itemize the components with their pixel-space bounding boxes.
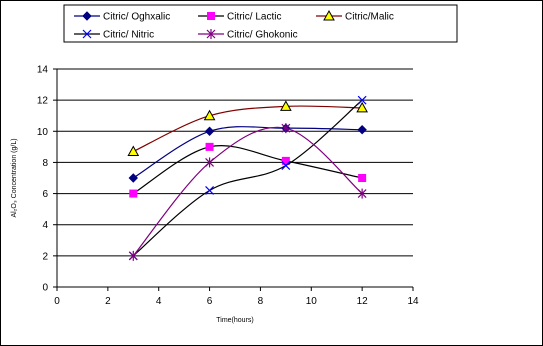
x-tick-label: 8 [258,296,264,307]
grid-lines [57,68,413,257]
legend-label: Citric/ Lactic [227,12,281,23]
marker-square [129,189,138,198]
y-tick-label: 6 [42,189,48,200]
x-tick-label: 6 [207,296,213,307]
y-tick-label: 10 [37,127,49,138]
data-point [357,95,367,105]
legend-marker [323,9,335,21]
data-point [280,100,292,111]
marker-triangle [356,101,368,113]
marker-triangle [323,9,335,21]
legend-marker [82,29,92,39]
marker-square [281,156,290,165]
legend: Citric/ Oghxalic Citric/ Lactic Citric/Mal… [63,4,458,43]
axes [53,68,414,291]
legend-item: Citric/ Nitric [74,30,154,41]
marker-x-stroke [205,186,214,195]
marker-triangle [280,100,292,111]
x-axis-title: Time(hours) [216,317,253,324]
marker-square [207,12,215,20]
data-point [205,142,214,151]
legend-label: Citric/Malic [345,12,394,23]
y-tick-label: 8 [42,158,48,169]
series-line [133,105,363,153]
marker-triangle [127,145,140,157]
data-point [205,186,214,195]
legend-item: Citric/ Lactic [198,12,281,23]
x-tick-label: 4 [156,296,162,307]
x-tick-label: 2 [105,296,111,307]
data-point [357,188,367,199]
series-line [132,126,363,179]
x-tick-label: 10 [306,296,318,307]
legend-label: Citric/ Nitric [103,30,154,41]
y-tick-label: 12 [37,96,49,107]
x-tick-label: 12 [357,296,369,307]
marker-diamond [204,126,215,136]
marker-diamond [82,11,92,21]
y-tick-label: 4 [42,220,48,231]
series-2 [127,100,368,157]
data-point [356,101,368,113]
legend-item: Citric/ Ghokonic [198,29,298,41]
marker-triangle [203,109,216,121]
legend-item: Citric/Malic [316,9,394,23]
series-line [132,145,363,195]
legend-marker [206,29,216,39]
data-point [204,126,215,136]
marker-square [358,174,367,182]
data-point [281,123,291,134]
legend-box [63,4,458,43]
series-3 [128,95,367,261]
y-tick-label: 0 [42,283,48,294]
legend-marker [82,11,92,21]
data-point [281,161,291,170]
marker-x-stroke [281,161,291,170]
series-line [132,126,363,257]
marker-diamond [128,173,138,183]
legend-label: Citric/ Oghxalic [103,12,170,23]
data-point [128,173,138,183]
series-1 [129,142,367,198]
y-axis-title: Al₂O₃ Concentration (g/L) [11,138,18,217]
x-tick-label: 0 [54,296,60,307]
series-4 [128,123,367,261]
series-line [132,99,363,257]
y-tick-label: 14 [37,65,49,76]
marker-x-stroke [357,95,367,105]
series-0 [128,123,367,183]
legend-item: Citric/ Oghxalic [74,11,170,23]
data-point [205,157,214,168]
tick-labels: 0 2 4 6 8 10 12 14 0 2 4 6 8 10 12 14 [37,65,419,308]
y-tick-label: 2 [42,251,48,262]
legend-label: Citric/ Ghokonic [227,30,298,41]
data-point [357,125,367,135]
data-point [281,156,290,165]
marker-diamond [357,125,367,135]
data-point [358,174,367,182]
marker-square [205,142,214,151]
data-point [127,145,140,157]
data-point [128,250,138,261]
x-tick-label: 14 [407,296,419,307]
data-point [129,189,138,198]
series-group [127,95,368,261]
legend-marker [207,12,215,20]
marker-x-stroke [82,29,92,39]
data-point [203,109,216,121]
